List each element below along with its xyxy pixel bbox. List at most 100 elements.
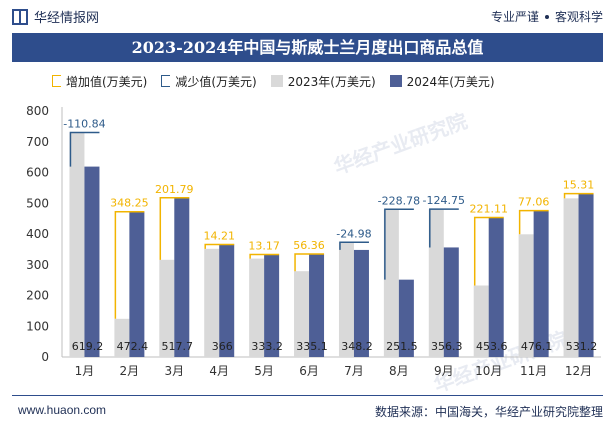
slogan-left: 专业严谨	[490, 10, 539, 24]
x-tick-label: 8月	[389, 364, 409, 378]
brand-logo: 华经情报网	[12, 7, 99, 26]
decrease-swatch-icon	[161, 75, 171, 87]
bar-2024	[533, 210, 549, 357]
bar-2024	[174, 197, 190, 357]
x-tick-label: 12月	[565, 364, 592, 378]
legend-item-2023: 2023年(万美元)	[270, 73, 376, 90]
increase-bracket	[159, 197, 190, 260]
y-tick-label: 600	[26, 166, 49, 180]
x-tick-label: 3月	[164, 364, 184, 378]
change-label: 221.11	[469, 203, 508, 216]
bar-2024	[488, 217, 504, 357]
bar-2024	[443, 247, 459, 357]
legend-item-decrease: 减少值(万美元)	[161, 73, 257, 90]
y-tick-label: 800	[26, 104, 49, 118]
logo-icon	[12, 8, 28, 25]
chart-title: 2023-2024年中国与斯威士兰月度出口商品总值	[131, 38, 484, 57]
decrease-bracket	[384, 208, 414, 280]
header-bar: 华经情报网 专业严谨 客观科学	[0, 0, 615, 32]
footer-url[interactable]: www.huaon.com	[18, 403, 107, 417]
change-label: 15.31	[563, 179, 595, 192]
bar-2024	[578, 193, 594, 357]
increase-bracket	[294, 253, 325, 272]
bar-2023	[204, 248, 220, 357]
decrease-bracket	[339, 241, 369, 250]
bar-2024	[264, 254, 280, 357]
value-label-2024: 531.2	[566, 340, 598, 353]
slogan: 专业严谨 客观科学	[491, 8, 603, 25]
bar-2023	[294, 271, 310, 357]
footer: www.huaon.com 数据来源：中国海关，华经产业研究院整理	[0, 395, 615, 427]
bar-2024	[84, 166, 100, 357]
x-tick-label: 11月	[520, 364, 547, 378]
bar-2023	[518, 234, 534, 357]
chart-legend: 增加值(万美元) 减少值(万美元) 2023年(万美元) 2024年(万美元)	[52, 70, 495, 92]
value-label-2024: 472.4	[117, 340, 149, 353]
change-label: -228.78	[378, 194, 420, 207]
x-tick-label: 7月	[344, 364, 364, 378]
bar-2023	[428, 209, 444, 357]
x-tick-label: 4月	[209, 364, 229, 378]
legend-label-decrease: 减少值(万美元)	[175, 74, 257, 89]
value-label-2024: 517.7	[162, 340, 194, 353]
increase-bracket	[563, 192, 594, 199]
x-tick-label: 5月	[254, 364, 274, 378]
bar-2024	[309, 253, 325, 357]
slogan-right: 客观科学	[554, 10, 603, 24]
increase-bracket	[518, 209, 549, 235]
value-label-2024: 356.3	[431, 340, 463, 353]
change-label: 348.25	[110, 197, 149, 210]
value-label-2024: 619.2	[72, 340, 104, 353]
footer-divider	[12, 395, 603, 396]
change-label: -124.75	[423, 194, 465, 207]
value-label-2024: 453.6	[476, 340, 508, 353]
footer-source: 数据来源：中国海关，华经产业研究院整理	[374, 405, 603, 419]
bar-2024	[398, 279, 414, 357]
bar-chart: 0 100 200 300 400 500 600 700 800 1月 2月 3月 4月 5月 6月 7月 8…	[26, 104, 601, 378]
bar-2023	[69, 132, 85, 357]
bar-2023	[114, 318, 130, 357]
x-tick-label: 9月	[434, 364, 454, 378]
bar-2024	[353, 249, 369, 357]
series-2024-swatch-icon	[389, 75, 402, 87]
increase-bracket	[473, 216, 504, 286]
legend-label-increase: 增加值(万美元)	[66, 74, 148, 89]
logo-text: 华经情报网	[34, 11, 100, 26]
bar-2023	[473, 285, 489, 357]
decrease-bracket	[69, 131, 100, 167]
value-label-2024: 476.1	[521, 340, 553, 353]
change-label: 201.79	[155, 183, 194, 196]
y-tick-label: 400	[26, 227, 49, 241]
decrease-bracket	[429, 208, 459, 248]
increase-bracket	[204, 243, 235, 249]
legend-label-2023: 2023年(万美元)	[287, 74, 376, 89]
change-label: 14.21	[203, 229, 235, 242]
bar-2023	[338, 242, 354, 357]
legend-item-2024: 2024年(万美元)	[389, 73, 495, 90]
value-label-2024: 366	[212, 340, 233, 353]
y-tick-label: 300	[26, 258, 49, 272]
x-tick-label: 1月	[75, 364, 95, 378]
bar-2023	[159, 259, 175, 357]
y-tick-label: 200	[26, 289, 49, 303]
value-label-2024: 335.1	[296, 340, 328, 353]
value-label-2024: 348.2	[341, 340, 373, 353]
value-label-2024: 333.2	[251, 340, 283, 353]
x-tick-label: 6月	[299, 364, 319, 378]
change-label: -24.98	[336, 227, 371, 240]
change-label: 56.36	[293, 239, 325, 252]
change-label: -110.84	[63, 118, 105, 131]
bar-2024	[129, 211, 145, 357]
change-label: 77.06	[518, 196, 550, 209]
dot-separator-icon	[544, 14, 549, 19]
x-tick-label: 10月	[475, 364, 502, 378]
y-tick-label: 0	[41, 350, 49, 364]
title-bar: 2023-2024年中国与斯威士兰月度出口商品总值	[12, 33, 603, 62]
change-label: 13.17	[248, 240, 280, 253]
bar-2023	[249, 258, 265, 357]
value-label-2024: 251.5	[386, 340, 418, 353]
y-tick-label: 100	[26, 319, 49, 333]
series-2023-swatch-icon	[270, 75, 283, 87]
y-tick-label: 700	[26, 135, 49, 149]
legend-label-2024: 2024年(万美元)	[406, 74, 495, 89]
